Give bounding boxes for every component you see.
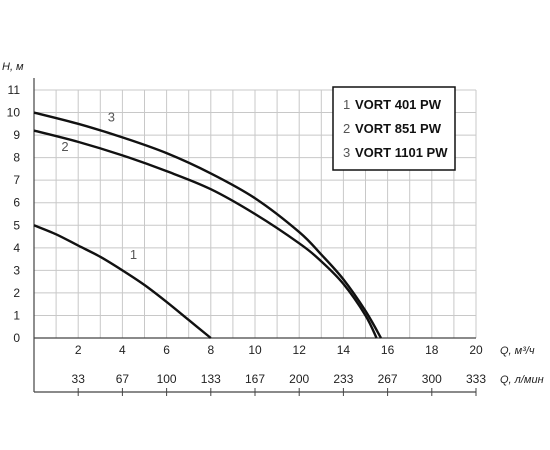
curve-labels: 1 2 3 — [61, 110, 137, 263]
x-axis-secondary-title: Q, л/мин — [500, 374, 544, 386]
y-tick-label: 11 — [8, 83, 21, 97]
x-axis-title: Q, м³/ч — [500, 345, 535, 357]
legend-label-1: VORT 401 PW — [355, 97, 442, 112]
chart-legend: 1 VORT 401 PW 2 VORT 851 PW 3 VORT 1101 PW — [332, 86, 456, 171]
curve-label-3: 3 — [108, 110, 115, 125]
y-tick-label: 10 — [7, 106, 21, 120]
y-tick-label: 9 — [13, 128, 20, 142]
chart-axes — [33, 78, 477, 396]
x-tick-label: 2 — [75, 343, 82, 357]
legend-label-2: VORT 851 PW — [355, 121, 442, 136]
x2-tick-label: 333 — [466, 372, 486, 386]
series-line-1 — [33, 224, 212, 339]
x-tick-label: 6 — [163, 343, 170, 357]
y-tick-label: 8 — [13, 151, 20, 165]
x-tick-label: 10 — [248, 343, 262, 357]
x2-tick-label: 167 — [245, 372, 265, 386]
y-tick-label: 7 — [13, 173, 20, 187]
x-tick-label: 20 — [469, 343, 483, 357]
legend-number-1: 1 — [343, 97, 350, 112]
y-tick-label: 5 — [13, 218, 20, 232]
x-tick-label: 16 — [381, 343, 395, 357]
y-axis-title: H, м — [2, 61, 24, 73]
x2-tick-label: 67 — [116, 372, 130, 386]
x2-tick-label: 33 — [72, 372, 86, 386]
x2-tick-label: 300 — [422, 372, 442, 386]
x2-tick-label: 233 — [333, 372, 353, 386]
curve-label-2: 2 — [61, 139, 68, 154]
x2-tick-label: 267 — [378, 372, 398, 386]
legend-number-3: 3 — [343, 145, 350, 160]
legend-box — [332, 86, 456, 171]
x-tick-label: 4 — [119, 343, 126, 357]
chart-series — [33, 111, 383, 339]
x-tick-label: 18 — [425, 343, 439, 357]
x2-tick-label: 133 — [201, 372, 221, 386]
y-tick-label: 4 — [13, 241, 20, 255]
legend-number-2: 2 — [343, 121, 350, 136]
legend-label-3: VORT 1101 PW — [355, 145, 448, 160]
y-tick-label: 2 — [13, 286, 20, 300]
x-tick-label: 8 — [207, 343, 214, 357]
x2-tick-label: 200 — [289, 372, 309, 386]
x-tick-label: 12 — [293, 343, 307, 357]
x2-tick-label: 100 — [157, 372, 177, 386]
y-tick-label: 0 — [13, 331, 20, 345]
series-line-3 — [33, 111, 383, 339]
y-tick-label: 6 — [13, 196, 20, 210]
series-line-2 — [33, 129, 378, 339]
x-tick-label: 14 — [337, 343, 351, 357]
y-tick-label: 1 — [13, 308, 20, 322]
curve-label-1: 1 — [130, 247, 137, 262]
y-tick-label: 3 — [13, 263, 20, 277]
